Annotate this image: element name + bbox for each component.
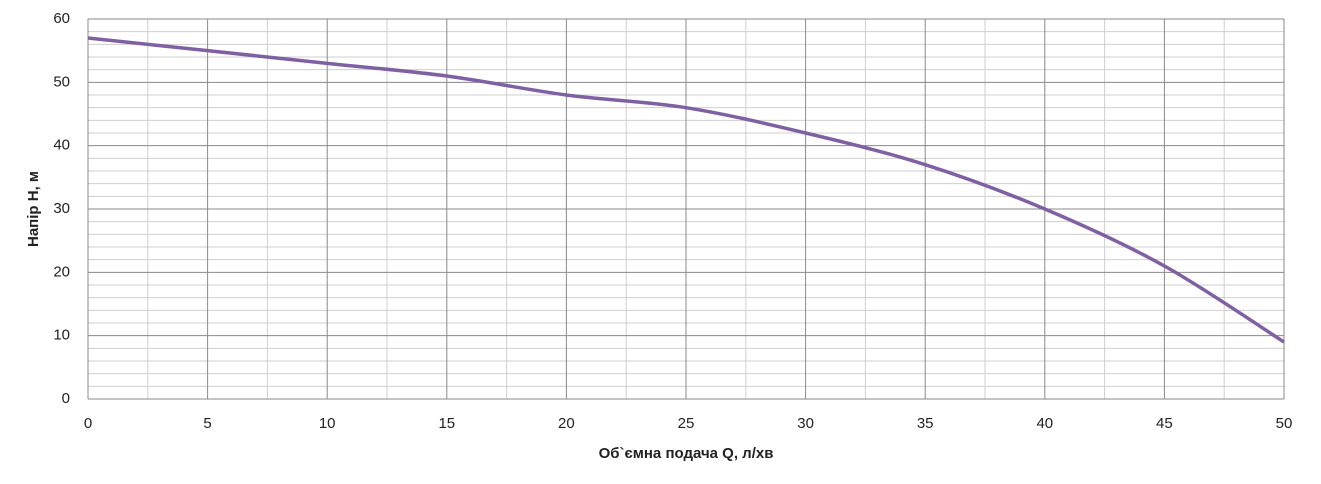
x-tick-label: 30 [797,415,814,432]
x-tick-label: 10 [319,415,336,432]
x-tick-label: 40 [1036,415,1053,432]
x-tick-label: 0 [84,415,92,432]
x-tick-label: 35 [917,415,934,432]
data-line [87,36,1285,344]
x-axis-label: Об`ємна подача Q, л/хв [599,445,774,462]
y-tick-label: 30 [53,200,70,217]
y-tick-label: 60 [53,10,70,27]
x-tick-label: 45 [1156,415,1173,432]
y-tick-label: 10 [53,327,70,344]
x-tick-label: 20 [558,415,575,432]
y-axis-label: Напір H, м [25,171,42,247]
y-tick-label: 40 [53,137,70,154]
y-tick-label: 50 [53,73,70,90]
x-tick-label: 25 [678,415,695,432]
x-tick-label: 15 [438,415,455,432]
y-tick-label: 20 [53,263,70,280]
x-tick-label: 5 [203,415,211,432]
x-tick-label: 50 [1276,415,1293,432]
y-tick-label: 0 [62,390,70,407]
